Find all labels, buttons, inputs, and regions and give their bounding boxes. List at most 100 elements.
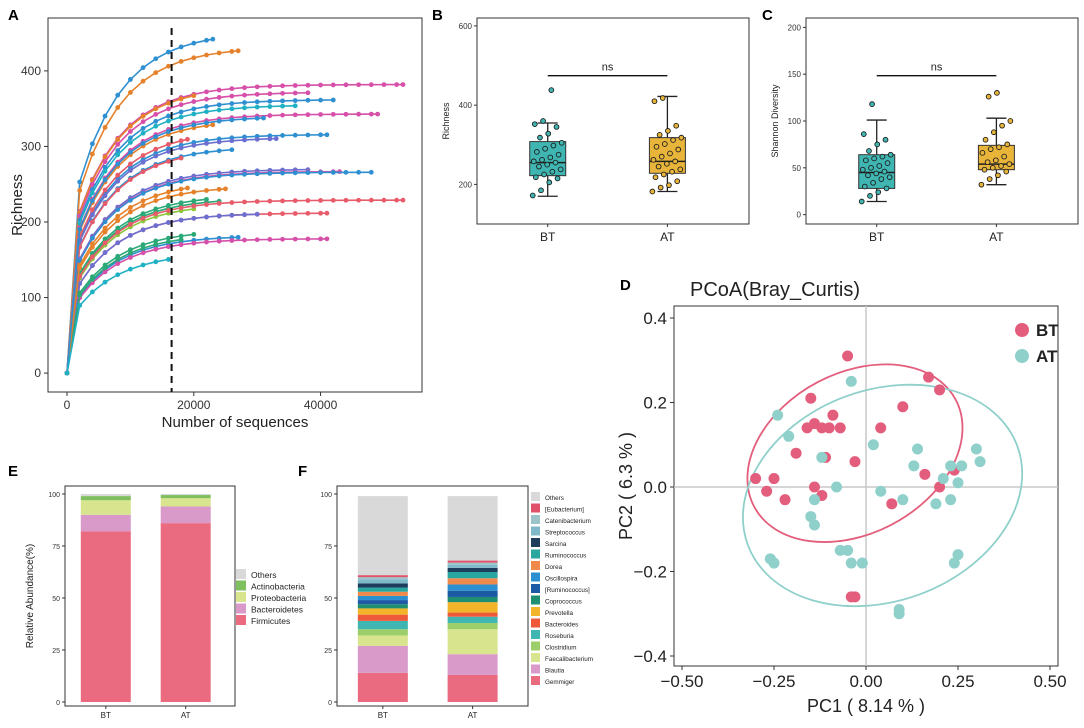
box-point (552, 159, 559, 166)
rarefaction-point (166, 149, 171, 154)
box-point (677, 166, 684, 173)
rarefaction-point (166, 244, 171, 250)
box-point (990, 129, 997, 136)
rarefaction-point (166, 239, 171, 245)
bar-segment (80, 531, 131, 702)
panel-letter-f: F (298, 463, 307, 480)
rarefaction-point (324, 236, 330, 242)
rarefaction-point (140, 242, 146, 248)
rarefaction-line (66, 99, 334, 374)
rarefaction-point (102, 125, 108, 130)
rarefaction-point (166, 189, 171, 195)
bar-segment (447, 584, 498, 591)
legend-label-bt: BT (1036, 321, 1059, 340)
bar-segment (357, 620, 408, 630)
rarefaction-point (140, 119, 146, 125)
box-point (882, 136, 889, 143)
confidence-ellipse-bt (746, 363, 964, 543)
rarefaction-point (280, 198, 285, 204)
rarefaction-point (140, 198, 146, 204)
rarefaction-point (128, 129, 133, 134)
box-point (873, 170, 880, 177)
legend-swatch (236, 580, 246, 591)
rarefaction-point (305, 198, 311, 203)
rarefaction-point (128, 77, 133, 82)
rarefaction-point (115, 261, 121, 267)
bar-segment (447, 612, 498, 617)
rarefaction-point (242, 212, 247, 218)
rarefaction-point (115, 137, 121, 142)
bar-segment (357, 604, 408, 609)
rarefaction-point (324, 132, 330, 138)
box-panel-frame (476, 17, 750, 225)
y-tick-label: 0 (328, 700, 332, 707)
bar-segment (447, 567, 498, 572)
rarefaction-point (280, 133, 285, 138)
rarefaction-point (216, 213, 222, 219)
rarefaction-point (115, 152, 121, 158)
rarefaction-point (368, 82, 374, 88)
rarefaction-point (178, 186, 184, 192)
rarefaction-point (254, 115, 260, 121)
rarefaction-point (128, 161, 133, 167)
legend-swatch (531, 561, 540, 570)
rarefaction-point (375, 111, 381, 117)
rarefaction-point (140, 227, 146, 233)
rarefaction-point (216, 118, 222, 124)
rarefaction-point (89, 198, 95, 204)
scatter-point (970, 443, 982, 455)
legend-swatch (531, 653, 540, 662)
box-point (670, 137, 676, 143)
scatter-point (816, 422, 828, 434)
box-point (986, 176, 993, 182)
rarefaction-point (235, 48, 241, 54)
rarefaction-line (66, 238, 327, 374)
bar-segment (447, 572, 498, 579)
box-point (558, 139, 565, 146)
scatter-point (842, 350, 854, 362)
rarefaction-point (242, 171, 247, 177)
scatter-point (934, 384, 946, 396)
rarefaction-point (229, 147, 235, 153)
legend-label: Streptococcus (545, 530, 585, 537)
rarefaction-point (153, 106, 159, 112)
scatter-point (945, 460, 957, 472)
box-point (874, 141, 881, 148)
rarefaction-point (235, 234, 241, 240)
rarefaction-point (267, 104, 273, 109)
rarefaction-point (102, 159, 108, 164)
rarefaction-point (178, 237, 184, 243)
box-point (655, 163, 662, 170)
rarefaction-point (216, 186, 222, 192)
scatter-point (831, 481, 843, 493)
box-at (648, 95, 686, 195)
rarefaction-point (140, 153, 146, 158)
rarefaction-series (64, 211, 260, 376)
bar-segment (160, 495, 211, 499)
box-point (1007, 118, 1014, 124)
box-point (1001, 153, 1008, 160)
rarefaction-point (400, 197, 406, 203)
legend-swatch (531, 492, 540, 501)
bar-segment (357, 575, 408, 578)
rarefaction-point (242, 100, 247, 105)
scatter-point (934, 481, 946, 493)
legend-swatch (236, 615, 246, 625)
x-tick-label: 0.50 (1033, 672, 1066, 691)
rarefaction-point (128, 149, 133, 155)
rarefaction-point (89, 289, 95, 295)
rarefaction-point (153, 259, 159, 265)
rarefaction-point (140, 65, 146, 71)
rarefaction-point (216, 139, 222, 145)
x-tick-label: 20000 (177, 398, 211, 412)
rarefaction-point (356, 82, 362, 88)
box-point (871, 155, 877, 162)
rarefaction-point (128, 205, 133, 210)
scatter-point (912, 443, 924, 455)
box-point (860, 131, 867, 137)
bar-segment (357, 577, 408, 580)
rarefaction-point (242, 92, 247, 98)
box-point (548, 87, 555, 93)
box-point (540, 118, 546, 124)
bar-segment (447, 564, 498, 568)
